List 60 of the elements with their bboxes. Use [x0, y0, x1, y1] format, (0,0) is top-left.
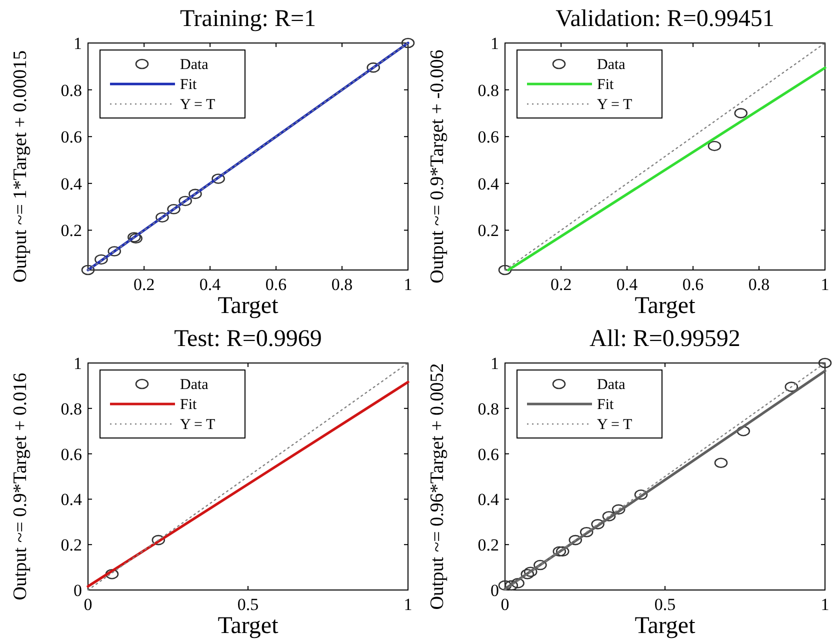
chart-title: All: R=0.99592: [590, 326, 740, 352]
x-tick-label: 1: [404, 275, 412, 294]
x-tick-label: 0.5: [237, 595, 259, 614]
x-tick-label: 0.6: [682, 275, 704, 294]
y-tick-label: 0.6: [478, 444, 499, 464]
legend-label: Data: [180, 377, 209, 393]
x-tick-label: 0.2: [550, 275, 572, 294]
y-tick-label: 0.2: [60, 536, 82, 555]
y-tick-label: 1: [490, 354, 499, 373]
x-tick-label: 0.4: [199, 275, 222, 294]
legend-label: Y = T: [180, 417, 216, 433]
x-tick-label: 0.4: [616, 275, 638, 294]
y-axis-title: Output ~= 0.9*Target + -0.006: [427, 50, 448, 284]
legend-label: Fit: [597, 77, 615, 93]
y-axis-title: Output ~= 0.96*Target + 0.0052: [427, 363, 448, 610]
y-axis-title: Output ~= 0.9*Target + 0.016: [10, 372, 31, 600]
y-tick-label: 0.6: [60, 128, 82, 147]
y-tick-label: 0: [490, 581, 499, 600]
y-tick-label: 0.6: [60, 444, 82, 464]
chart-title: Training: R=1: [180, 6, 316, 32]
legend-label: Data: [597, 57, 626, 73]
y-tick-label: 0.4: [60, 490, 82, 510]
y-tick-label: 0.8: [478, 80, 499, 100]
x-tick-label: 0.6: [265, 275, 287, 294]
legend-label: Fit: [597, 397, 615, 413]
x-tick-label: 0.2: [133, 275, 155, 294]
legend-label: Y = T: [180, 97, 216, 113]
x-tick-label: 1: [404, 595, 412, 614]
y-tick-label: 0.2: [478, 221, 499, 240]
x-axis-title: Target: [634, 613, 696, 639]
legend-label: Data: [597, 377, 626, 393]
y-tick-label: 1: [490, 34, 499, 53]
x-tick-label: 1: [820, 275, 830, 294]
y-tick-label: 0.8: [60, 399, 82, 418]
y-tick-label: 0.2: [60, 221, 82, 240]
y-tick-label: 0.8: [60, 80, 82, 100]
y-tick-label: 0.4: [60, 174, 82, 194]
y-tick-label: 0.2: [478, 536, 499, 555]
legend-label: Fit: [180, 77, 198, 93]
y-tick-label: 0.8: [478, 399, 499, 418]
y-tick-label: 1: [74, 34, 82, 53]
legend-label: Fit: [180, 397, 198, 413]
y-tick-label: 1: [74, 354, 82, 373]
x-axis-title: Target: [218, 293, 279, 319]
x-tick-label: 0.8: [748, 275, 770, 294]
chart-title: Test: R=0.9969: [174, 326, 322, 352]
x-tick-label: 0.5: [654, 595, 676, 614]
legend-label: Y = T: [597, 97, 632, 113]
legend-label: Y = T: [597, 417, 632, 433]
y-axis-title: Output ~= 1*Target + 0.00015: [10, 50, 31, 283]
x-axis-title: Target: [218, 613, 279, 639]
chart-title: Validation: R=0.99451: [556, 6, 774, 32]
legend-label: Data: [180, 57, 209, 73]
y-tick-label: 0.4: [478, 174, 500, 194]
y-tick-label: 0: [74, 581, 82, 600]
x-axis-title: Target: [634, 293, 696, 319]
x-tick-label: 1: [820, 595, 830, 614]
y-tick-label: 0.6: [478, 128, 499, 147]
x-tick-label: 0.8: [331, 275, 353, 294]
y-tick-label: 0.4: [478, 490, 500, 510]
